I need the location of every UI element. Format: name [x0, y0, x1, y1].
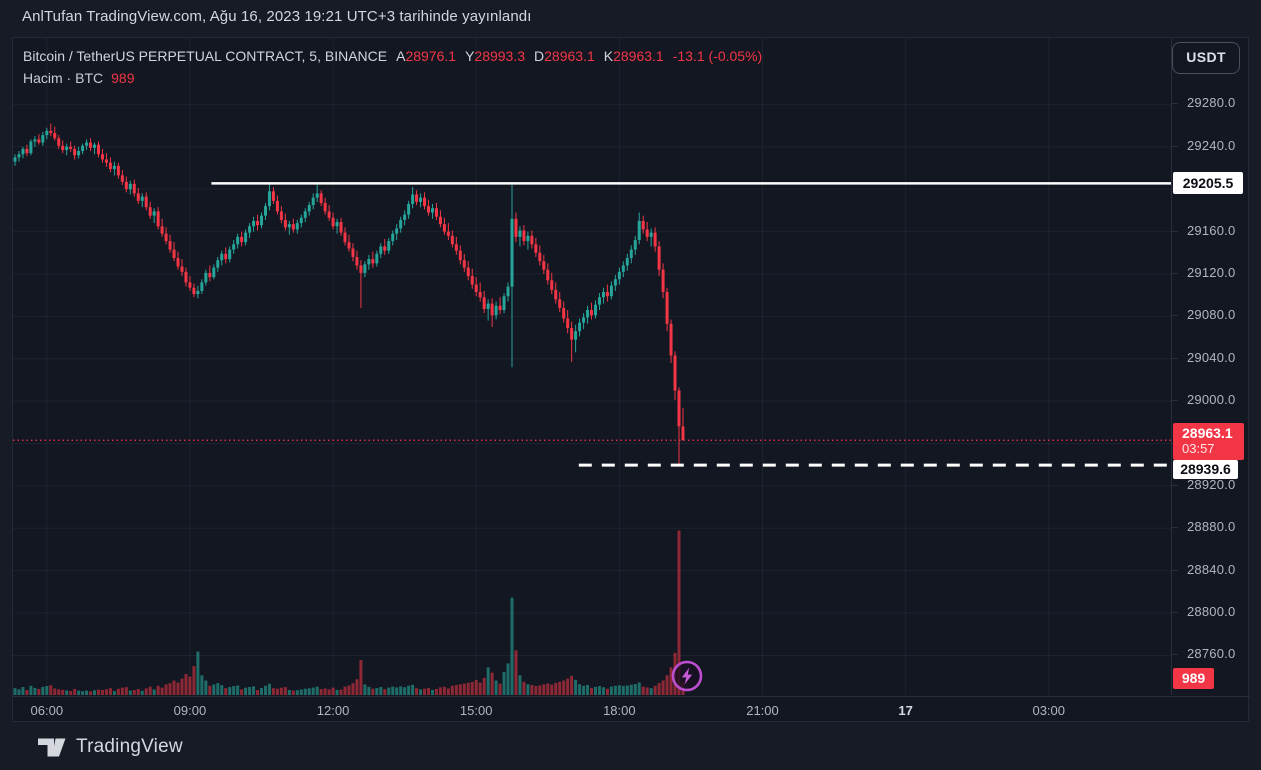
time-tick-label: 09:00: [173, 703, 207, 718]
price-tick-label: 28920.0: [1172, 477, 1251, 492]
chart-legend: Bitcoin / TetherUS PERPETUAL CONTRACT, 5…: [23, 45, 762, 89]
chart-canvas[interactable]: [13, 38, 1248, 721]
price-axis[interactable]: 28760.028800.028840.028880.028920.028960…: [1171, 38, 1251, 695]
price-tick-label: 29280.0: [1172, 95, 1251, 110]
time-tick-label: 18:00: [603, 703, 636, 718]
symbol-title: Bitcoin / TetherUS PERPETUAL CONTRACT, 5…: [23, 48, 388, 64]
page-footer: TradingView: [0, 723, 1261, 770]
volume-series: [13, 530, 685, 695]
tradingview-brand-link[interactable]: TradingView: [38, 736, 183, 758]
price-tick-label: 28800.0: [1172, 604, 1251, 619]
price-tick-label: 28880.0: [1172, 519, 1251, 534]
time-tick-label: 21:00: [746, 703, 779, 718]
time-tick-label: 06:00: [30, 703, 64, 718]
ohlc-values: A28976.1 Y28993.3 D28963.1 K28963.1: [387, 48, 664, 64]
legend-volume-row: Hacim · BTC 989: [23, 67, 762, 89]
price-tick-label: 29080.0: [1172, 307, 1251, 322]
time-tick-label: 15:00: [459, 703, 493, 718]
currency-usdt-button[interactable]: USDT: [1172, 42, 1240, 74]
bar-countdown: 03:57: [1182, 441, 1215, 457]
volume-label: Hacim · BTC: [23, 70, 104, 86]
ohlc-token: K28963.1: [603, 48, 664, 64]
last-price-value: 28963.1: [1182, 425, 1233, 442]
chart-widget: Bitcoin / TetherUS PERPETUAL CONTRACT, 5…: [12, 37, 1251, 724]
price-tick-label: 28840.0: [1172, 562, 1251, 577]
time-tick-label: 12:00: [316, 703, 350, 718]
ohlc-token: A28976.1: [396, 48, 457, 64]
candlestick-series: [13, 123, 685, 466]
price-tick-label: 29000.0: [1172, 392, 1251, 407]
price-tick-label: 29160.0: [1172, 223, 1251, 238]
change-value: -13.1 (-0.05%): [672, 48, 763, 64]
volume-value: 989: [111, 70, 135, 86]
tradingview-brand-text: TradingView: [76, 736, 183, 757]
ohlc-token: Y28993.3: [465, 48, 526, 64]
low-price-badge: 28939.6: [1173, 460, 1238, 480]
price-tick-label: 29240.0: [1172, 138, 1251, 153]
price-tick-label: 29040.0: [1172, 350, 1251, 365]
publication-text: AnlTufan TradingView.com, Ağu 16, 2023 1…: [22, 8, 532, 25]
time-axis[interactable]: 06:00 09:00 12:00 15:00 18:00 21:00 17 03:00: [13, 696, 1250, 724]
volume-badge: 989: [1173, 668, 1214, 689]
last-price-badge: 28963.1 03:57: [1173, 423, 1244, 461]
time-tick-label: 17: [898, 703, 913, 718]
publication-bar: AnlTufan TradingView.com, Ağu 16, 2023 1…: [0, 0, 1261, 37]
legend-symbol-row: Bitcoin / TetherUS PERPETUAL CONTRACT, 5…: [23, 45, 762, 67]
price-tick-label: 28760.0: [1172, 646, 1251, 661]
tradingview-logo-icon: [38, 738, 66, 756]
time-tick-label: 03:00: [1032, 703, 1066, 718]
ohlc-token: D28963.1: [534, 48, 595, 64]
price-tick-label: 29120.0: [1172, 265, 1251, 280]
resistance-price-badge: 29205.5: [1173, 172, 1243, 195]
grid-layer: [13, 38, 1171, 695]
lightning-bolt-marker[interactable]: [670, 659, 704, 698]
